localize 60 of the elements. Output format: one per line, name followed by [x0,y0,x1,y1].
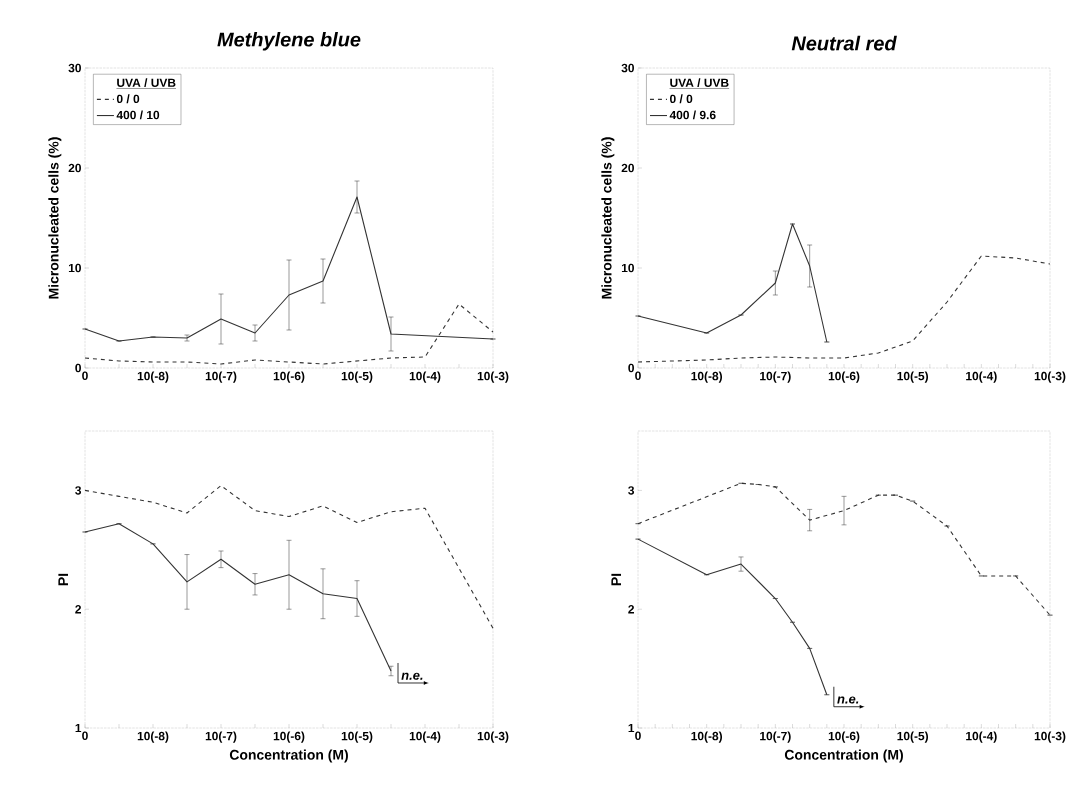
chart-title: Methylene blue [217,31,361,51]
y-tick-label: 10 [621,263,634,273]
y-tick-label: 3 [75,486,82,495]
x-tick-label: 10(-7) [760,731,791,743]
x-tick-label: 10(-8) [137,731,169,743]
y-tick-label: 2 [628,605,635,614]
x-tick-label: 10(-8) [691,731,723,743]
y-tick-label: 3 [628,486,635,495]
line-series [84,485,494,629]
x-tick-label: 10(-3) [1034,371,1066,383]
x-tick-label: 10(-3) [477,371,509,383]
x-tick-label: 10(-7) [205,731,237,743]
annotation: n.e. [401,672,423,680]
legend-title: UVA / UVB [670,78,729,88]
x-tick-label: 10(-3) [1034,731,1066,743]
x-tick-label: 10(-6) [273,731,305,743]
y-axis-title: PI [611,573,621,586]
y-tick-label: 30 [68,63,81,73]
y-tick-label: 1 [628,723,635,733]
x-axis-title: Concentration (M) [229,749,348,763]
x-tick-label: 10(-5) [897,371,929,383]
y-axis-title: Micronucleated cells (%) [48,137,62,299]
annotation: n.e. [837,696,859,704]
legend-label: 0 / 0 [116,94,140,104]
y-tick-label: 2 [75,605,81,614]
x-tick-label: 10(-6) [828,371,860,383]
x-tick-label: 10(-7) [205,371,237,383]
y-tick-label: 30 [621,63,634,73]
legend-title: UVA / UVB [117,78,176,88]
x-tick-label: 10(-3) [477,731,509,743]
x-tick-label: 10(-4) [966,371,997,383]
y-tick-label: 20 [68,163,81,173]
x-tick-label: 10(-6) [273,371,305,383]
chart-title: Neutral red [791,35,897,51]
x-tick-label: 10(-5) [341,371,373,383]
legend-label: 400 / 9.6 [669,110,716,120]
x-tick-label: 10(-7) [760,371,791,383]
y-tick-label: 0 [75,363,81,373]
x-tick-label: 10(-8) [691,371,723,383]
y-axis-title: Micronucleated cells (%) [601,137,615,299]
x-tick-label: 10(-8) [137,371,169,383]
legend-label: 0 / 0 [670,94,693,104]
y-tick-label: 20 [621,163,634,173]
y-tick-label: 1 [75,723,82,733]
y-axis-title: PI [58,573,68,586]
x-tick-label: 10(-5) [341,731,373,743]
x-tick-label: 10(-4) [409,731,441,743]
legend-label: 400 / 10 [116,110,160,120]
x-tick-label: 0 [82,371,88,380]
x-tick-label: 10(-4) [409,371,441,383]
y-tick-label: 0 [628,363,634,373]
x-tick-label: 10(-5) [897,731,929,743]
x-tick-label: 0 [635,371,641,380]
x-tick-label: 0 [635,731,641,740]
y-tick-label: 10 [68,263,81,273]
x-axis-title: Concentration (M) [784,749,903,763]
x-tick-label: 10(-4) [966,731,997,743]
x-tick-label: 10(-6) [828,731,860,743]
line-series [637,255,1051,363]
x-tick-label: 0 [82,731,88,740]
